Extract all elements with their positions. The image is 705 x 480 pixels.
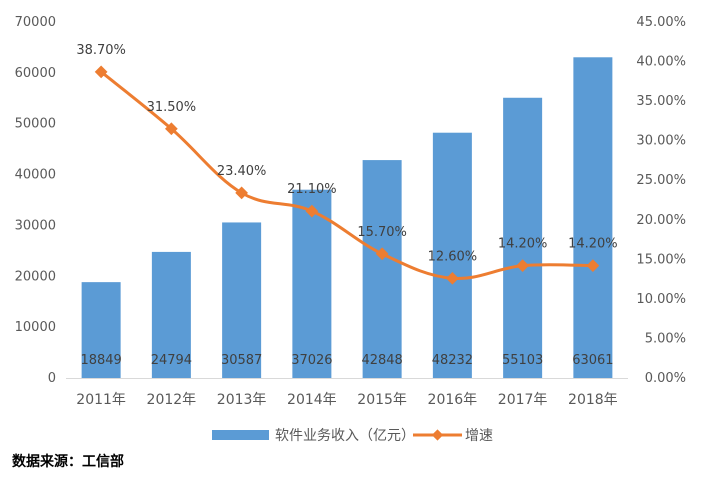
- bar: [362, 160, 402, 378]
- bar-data-label: 30587: [221, 353, 262, 368]
- bar-data-label: 48232: [432, 353, 473, 368]
- growth-data-label: 15.70%: [357, 225, 407, 240]
- y-right-tick-label: 15.00%: [636, 252, 686, 267]
- bar-data-label: 55103: [502, 353, 543, 368]
- bar: [432, 132, 472, 378]
- y-left-tick-label: 10000: [15, 320, 56, 335]
- y-left-tick-label: 40000: [15, 168, 56, 183]
- bar: [151, 251, 191, 378]
- bar-data-label: 42848: [361, 353, 402, 368]
- x-tick-label: 2011年: [76, 392, 126, 408]
- growth-data-label: 23.40%: [217, 164, 267, 179]
- growth-marker: [305, 204, 319, 218]
- line-labels: 38.70% 31.50% 23.40% 21.10% 15.70% 12.60% 14.2…: [76, 43, 617, 264]
- y-left-tick-label: 60000: [15, 66, 56, 81]
- legend-swatch-marker: [431, 429, 444, 441]
- bar-labels: 18849 24794 30587 37026 42848 48232 55103 63061: [80, 353, 613, 368]
- growth-marker: [165, 122, 178, 136]
- y-left-axis: 0 10000 20000 30000 40000 50000 60000 70000: [15, 15, 56, 386]
- growth-data-label: 38.70%: [76, 43, 126, 58]
- y-left-tick-label: 30000: [15, 218, 56, 233]
- legend-swatch-bar: [212, 430, 269, 440]
- y-left-tick-label: 50000: [15, 117, 56, 132]
- x-axis: 2011年 2012年 2013年 2014年 2015年 2016年 2017年 2018年: [76, 392, 617, 408]
- bar-data-label: 24794: [151, 353, 192, 368]
- source-note: 数据来源：工信部: [12, 454, 124, 470]
- x-tick-label: 2017年: [498, 392, 548, 408]
- legend-label-line: 增速: [465, 428, 493, 444]
- bar: [503, 97, 543, 378]
- growth-data-label: 14.20%: [498, 237, 548, 252]
- y-right-axis: 0.00% 5.00% 10.00% 15.00% 20.00% 25.00% 30.00%…: [636, 15, 686, 386]
- x-tick-label: 2015年: [357, 392, 407, 408]
- y-right-tick-label: 10.00%: [636, 292, 686, 307]
- bar: [222, 222, 262, 378]
- growth-data-label: 14.20%: [568, 237, 618, 252]
- legend-label-bar: 软件业务收入（亿元）: [275, 428, 415, 444]
- y-right-tick-label: 25.00%: [636, 173, 686, 188]
- bar-data-label: 63061: [572, 353, 613, 368]
- y-right-tick-label: 40.00%: [636, 55, 686, 70]
- x-tick-label: 2012年: [147, 392, 197, 408]
- y-right-tick-label: 0.00%: [645, 371, 686, 386]
- growth-marker: [235, 186, 248, 200]
- x-tick-label: 2018年: [568, 392, 618, 408]
- growth-marker: [375, 247, 389, 261]
- bar-data-label: 37026: [291, 353, 332, 368]
- x-tick-label: 2014年: [287, 392, 337, 408]
- bar: [292, 189, 332, 378]
- bar: [81, 282, 121, 378]
- growth-data-label: 31.50%: [147, 100, 197, 115]
- bar-data-label: 18849: [80, 353, 121, 368]
- y-right-tick-label: 45.00%: [636, 15, 686, 30]
- x-tick-label: 2013年: [217, 392, 267, 408]
- legend: 软件业务收入（亿元） 增速: [212, 428, 493, 444]
- growth-data-label: 12.60%: [428, 249, 478, 264]
- y-right-tick-label: 20.00%: [636, 213, 686, 228]
- y-left-tick-label: 0: [48, 371, 56, 386]
- y-left-tick-label: 20000: [15, 269, 56, 284]
- bar-series: [81, 57, 613, 379]
- x-tick-label: 2016年: [428, 392, 478, 408]
- bar: [573, 57, 613, 379]
- y-right-tick-label: 5.00%: [645, 331, 686, 346]
- y-right-tick-label: 35.00%: [636, 94, 686, 109]
- growth-marker: [446, 271, 459, 285]
- growth-data-label: 21.10%: [287, 182, 337, 197]
- y-right-tick-label: 30.00%: [636, 134, 686, 149]
- y-left-tick-label: 70000: [15, 15, 56, 30]
